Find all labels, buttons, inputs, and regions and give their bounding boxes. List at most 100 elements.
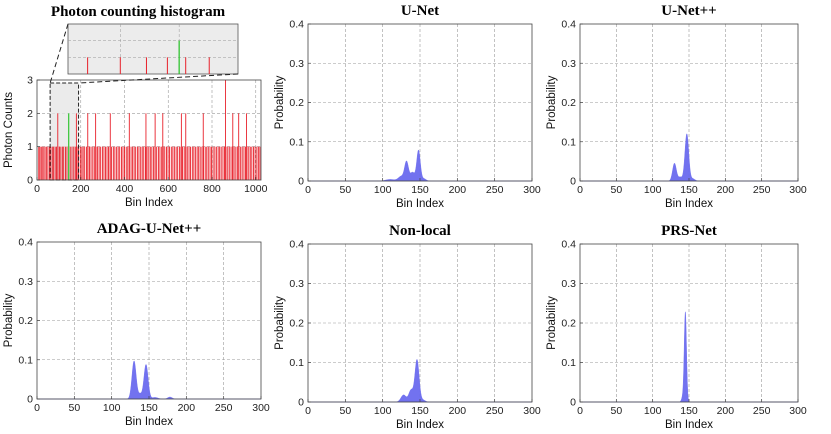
adag-ytick-label: 0.3 [18, 276, 33, 288]
histogram-xtick-label: 200 [72, 183, 90, 195]
unet-xtick-label: 50 [339, 184, 351, 196]
unetpp-ytick-label: 0.1 [561, 136, 576, 148]
unet-xtick-label: 250 [486, 184, 504, 196]
prsnet-xlabel: Bin Index [665, 419, 713, 431]
chart-unet: 0 50 100 150 200 250 300 0 0.1 0.2 0.3 0.4 Bin Index… [274, 3, 541, 210]
unetpp-ytick-label: 0 [570, 176, 576, 188]
inset-frame [67, 23, 239, 75]
histogram-ytick-label: 1 [27, 141, 33, 153]
prsnet-ytick-label: 0.2 [561, 318, 576, 330]
adag-xtick-label: 300 [252, 402, 270, 414]
adag-xtick-label: 0 [34, 402, 40, 414]
adag-title: ADAG-U-Net++ [97, 221, 202, 237]
unetpp-xtick-label: 150 [680, 184, 698, 196]
nonlocal-ylabel: Probability [274, 296, 286, 350]
unet-xtick-label: 100 [374, 184, 392, 196]
adag-ylabel: Probability [3, 293, 15, 347]
nonlocal-xtick-label: 200 [449, 405, 467, 417]
prsnet-ytick-label: 0 [570, 397, 576, 409]
prsnet-ytick-label: 0.1 [561, 357, 576, 369]
chart-prsnet: 0 50 100 150 200 250 300 0 0.1 0.2 0.3 0.4 Bin Index… [546, 223, 807, 431]
histogram-ytick-label: 0 [27, 175, 33, 187]
prsnet-xtick-label: 200 [717, 405, 735, 417]
histogram-axes-box [36, 79, 262, 181]
nonlocal-xtick-label: 300 [523, 405, 541, 417]
adag-xtick-label: 200 [178, 402, 196, 414]
chart-histogram: 0 200 400 600 800 1000 0 1 2 3 Bin Index Photon Cou… [3, 4, 268, 209]
inset-zoom [67, 23, 239, 75]
nonlocal-xtick-label: 50 [339, 405, 351, 417]
unet-ylabel: Probability [274, 75, 286, 129]
adag-ytick-label: 0 [27, 394, 33, 406]
histogram-xtick-label: 400 [116, 183, 134, 195]
unet-ytick-label: 0.2 [289, 97, 304, 109]
zoom-connector-right [78, 73, 239, 84]
histogram-ytick-label: 3 [27, 75, 33, 87]
nonlocal-ytick-label: 0.4 [289, 239, 304, 251]
unetpp-ytick-label: 0.2 [561, 97, 576, 109]
adag-xtick-label: 250 [215, 402, 233, 414]
nonlocal-xtick-label: 100 [374, 405, 392, 417]
prsnet-title: PRS-Net [661, 223, 717, 239]
histogram-xtick-label: 0 [34, 183, 40, 195]
adag-ytick-label: 0.4 [18, 237, 33, 249]
unetpp-xtick-label: 50 [610, 184, 622, 196]
unetpp-ytick-label: 0.3 [561, 58, 576, 70]
prsnet-ytick-label: 0.3 [561, 278, 576, 290]
histogram-xtick-label: 1000 [244, 183, 268, 195]
histogram-title: Photon counting histogram [51, 4, 226, 20]
prsnet-xtick-label: 100 [644, 405, 662, 417]
unetpp-ytick-label: 0.4 [561, 19, 576, 31]
chart-unetpp: 0 50 100 150 200 250 300 0 0.1 0.2 0.3 0.4 Bin Index… [546, 3, 807, 210]
prsnet-ylabel: Probability [546, 296, 558, 350]
nonlocal-xtick-label: 250 [486, 405, 504, 417]
nonlocal-xtick-label: 150 [411, 405, 429, 417]
prsnet-xtick-label: 150 [680, 405, 698, 417]
adag-xlabel: Bin Index [125, 416, 173, 428]
prsnet-xtick-label: 50 [610, 405, 622, 417]
unet-ytick-label: 0.3 [289, 58, 304, 70]
zoom-region-shade [50, 83, 79, 180]
nonlocal-title: Non-local [389, 223, 451, 239]
unetpp-xlabel: Bin Index [665, 198, 713, 210]
adag-xtick-label: 100 [103, 402, 121, 414]
unet-ytick-label: 0.1 [289, 136, 304, 148]
prsnet-xtick-label: 300 [789, 405, 807, 417]
nonlocal-ytick-label: 0.2 [289, 318, 304, 330]
unet-xlabel: Bin Index [396, 198, 444, 210]
unet-title: U-Net [401, 3, 439, 19]
nonlocal-ytick-label: 0 [298, 397, 304, 409]
nonlocal-ytick-label: 0.1 [289, 357, 304, 369]
unetpp-xtick-label: 300 [789, 184, 807, 196]
unetpp-ylabel: Probability [546, 75, 558, 129]
chart-nonlocal: 0 50 100 150 200 250 300 0 0.1 0.2 0.3 0.4 Bin Index… [274, 223, 541, 431]
prsnet-xtick-label: 0 [577, 405, 583, 417]
zoom-connector-left [49, 23, 69, 84]
unet-ytick-label: 0 [298, 176, 304, 188]
histogram-xtick-label: 800 [203, 183, 221, 195]
prsnet-xtick-label: 250 [753, 405, 771, 417]
unetpp-xtick-label: 100 [644, 184, 662, 196]
adag-ytick-label: 0.2 [18, 315, 33, 327]
adag-xtick-label: 50 [68, 402, 80, 414]
histogram-xlabel: Bin Index [125, 197, 173, 209]
unetpp-xtick-label: 200 [717, 184, 735, 196]
unet-xtick-label: 200 [449, 184, 467, 196]
histogram-ylabel: Photon Counts [3, 92, 15, 168]
prsnet-ytick-label: 0.4 [561, 239, 576, 251]
unet-xtick-label: 300 [523, 184, 541, 196]
adag-xtick-label: 150 [140, 402, 158, 414]
adag-ytick-label: 0.1 [18, 354, 33, 366]
histogram-ytick-label: 2 [27, 108, 33, 120]
histogram-xtick-label: 600 [159, 183, 177, 195]
nonlocal-xtick-label: 0 [305, 405, 311, 417]
unetpp-title: U-Net++ [661, 3, 716, 19]
nonlocal-ytick-label: 0.3 [289, 278, 304, 290]
unet-ytick-label: 0.4 [289, 19, 304, 31]
nonlocal-xlabel: Bin Index [396, 419, 444, 431]
unet-xtick-label: 0 [305, 184, 311, 196]
unetpp-xtick-label: 250 [753, 184, 771, 196]
unetpp-xtick-label: 0 [577, 184, 583, 196]
unet-xtick-label: 150 [411, 184, 429, 196]
